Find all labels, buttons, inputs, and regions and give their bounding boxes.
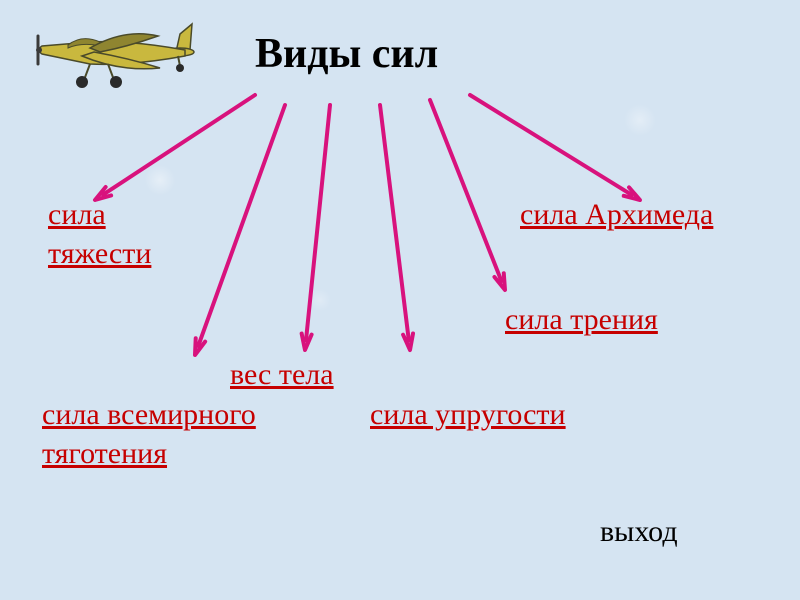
force-label-archimedes[interactable]: сила Архимеда bbox=[520, 195, 713, 234]
force-label-weight[interactable]: вес тела bbox=[230, 355, 334, 394]
force-label-gravity[interactable]: силатяжести bbox=[48, 195, 151, 273]
exit-link[interactable]: выход bbox=[600, 515, 678, 549]
airplane-icon bbox=[30, 22, 195, 97]
force-label-universal[interactable]: сила всемирноготяготения bbox=[42, 395, 256, 473]
diagram-stage: Виды сил силатяжести сила всемирноготягот… bbox=[0, 0, 800, 600]
force-label-elasticity[interactable]: сила упругости bbox=[370, 395, 566, 434]
diagram-title: Виды сил bbox=[255, 30, 438, 78]
force-label-friction[interactable]: сила трения bbox=[505, 300, 658, 339]
